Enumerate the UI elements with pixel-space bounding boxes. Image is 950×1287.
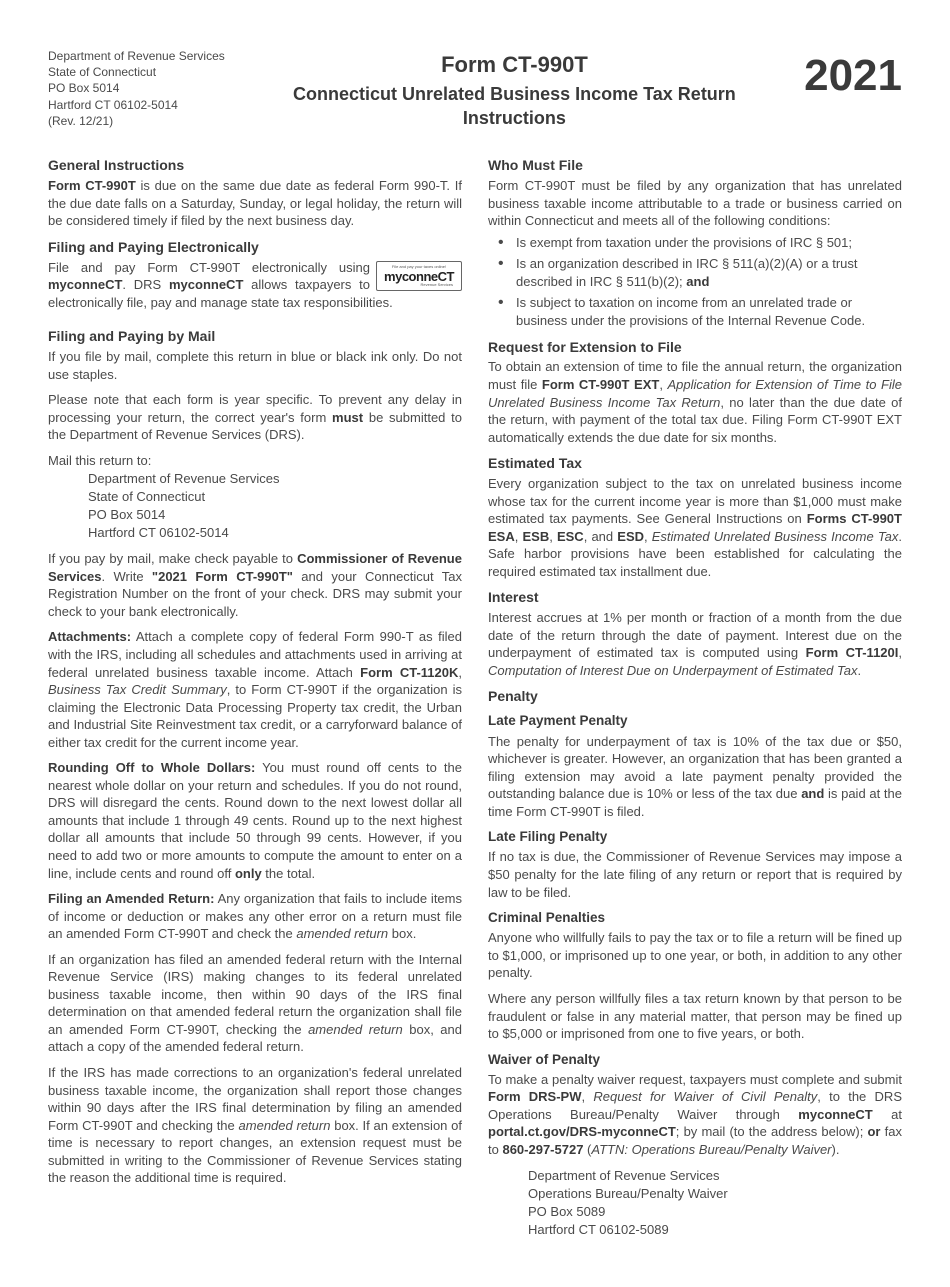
logo-brand: myconneCT	[384, 270, 454, 283]
heading-filing-electronic: Filing and Paying Electronically	[48, 238, 462, 257]
para-criminal-2: Where any person willfully files a tax r…	[488, 990, 902, 1043]
para-late-filing: If no tax is due, the Commissioner of Re…	[488, 848, 902, 901]
list-item: Is exempt from taxation under the provis…	[488, 234, 902, 252]
heading-who: Who Must File	[488, 156, 902, 175]
form-ref: Form CT-990T	[48, 178, 136, 193]
heading-general: General Instructions	[48, 156, 462, 175]
dept-line: State of Connecticut	[48, 64, 225, 80]
form-subtitle: Instructions	[225, 106, 804, 130]
addr-line: State of Connecticut	[88, 488, 462, 506]
addr-line: Hartford CT 06102-5014	[88, 524, 462, 542]
list-item: Is an organization described in IRC § 51…	[488, 255, 902, 290]
dept-line: PO Box 5014	[48, 80, 225, 96]
para-estimated: Every organization subject to the tax on…	[488, 475, 902, 580]
heading-estimated: Estimated Tax	[488, 454, 902, 473]
form-title: Connecticut Unrelated Business Income Ta…	[225, 82, 804, 106]
addr-line: Hartford CT 06102-5089	[528, 1221, 902, 1239]
waiver-address: Department of Revenue Services Operation…	[528, 1167, 902, 1240]
right-column: Who Must File Form CT-990T must be filed…	[488, 148, 902, 1247]
para-waiver: To make a penalty waiver request, taxpay…	[488, 1071, 902, 1159]
addr-line: PO Box 5089	[528, 1203, 902, 1221]
list-item: Is subject to taxation on income from an…	[488, 294, 902, 329]
heading-filing-mail: Filing and Paying by Mail	[48, 327, 462, 346]
para-mail-year: Please note that each form is year speci…	[48, 391, 462, 444]
dept-line: Hartford CT 06102-5014	[48, 97, 225, 113]
myconnect-logo: File and pay your taxes online! myconneC…	[376, 261, 462, 291]
title-block: Form CT-990T Connecticut Unrelated Busin…	[225, 48, 804, 130]
para-pay-by-mail: If you pay by mail, make check payable t…	[48, 550, 462, 620]
para-interest: Interest accrues at 1% per month or frac…	[488, 609, 902, 679]
heading-extension: Request for Extension to File	[488, 338, 902, 357]
dept-line: Department of Revenue Services	[48, 48, 225, 64]
para-late-payment: The penalty for underpayment of tax is 1…	[488, 733, 902, 821]
heading-penalty: Penalty	[488, 687, 902, 706]
para-extension: To obtain an extension of time to file t…	[488, 358, 902, 446]
addr-line: PO Box 5014	[88, 506, 462, 524]
heading-interest: Interest	[488, 588, 902, 607]
para-mail-ink: If you file by mail, complete this retur…	[48, 348, 462, 383]
tax-year: 2021	[804, 48, 902, 98]
heading-waiver: Waiver of Penalty	[488, 1051, 902, 1069]
para-rounding: Rounding Off to Whole Dollars: You must …	[48, 759, 462, 882]
addr-line: Department of Revenue Services	[88, 470, 462, 488]
addr-line: Operations Bureau/Penalty Waiver	[528, 1185, 902, 1203]
mail-address: Department of Revenue Services State of …	[88, 470, 462, 543]
left-column: General Instructions Form CT-990T is due…	[48, 148, 462, 1247]
para-general: Form CT-990T is due on the same due date…	[48, 177, 462, 230]
mail-to-label: Mail this return to:	[48, 452, 462, 470]
dept-line: (Rev. 12/21)	[48, 113, 225, 129]
para-who: Form CT-990T must be filed by any organi…	[488, 177, 902, 230]
department-address: Department of Revenue Services State of …	[48, 48, 225, 129]
para-amended-federal: If an organization has filed an amended …	[48, 951, 462, 1056]
content-columns: General Instructions Form CT-990T is due…	[48, 148, 902, 1247]
document-header: Department of Revenue Services State of …	[48, 48, 902, 130]
para-attachments: Attachments: Attach a complete copy of f…	[48, 628, 462, 751]
para-amended-intro: Filing an Amended Return: Any organizati…	[48, 890, 462, 943]
who-conditions-list: Is exempt from taxation under the provis…	[488, 234, 902, 330]
para-amended-irs: If the IRS has made corrections to an or…	[48, 1064, 462, 1187]
heading-late-payment: Late Payment Penalty	[488, 712, 902, 730]
addr-line: Department of Revenue Services	[528, 1167, 902, 1185]
heading-late-filing: Late Filing Penalty	[488, 828, 902, 846]
form-number: Form CT-990T	[225, 50, 804, 80]
para-criminal-1: Anyone who willfully fails to pay the ta…	[488, 929, 902, 982]
logo-sub: Revenue Services	[421, 283, 459, 287]
heading-criminal: Criminal Penalties	[488, 909, 902, 927]
